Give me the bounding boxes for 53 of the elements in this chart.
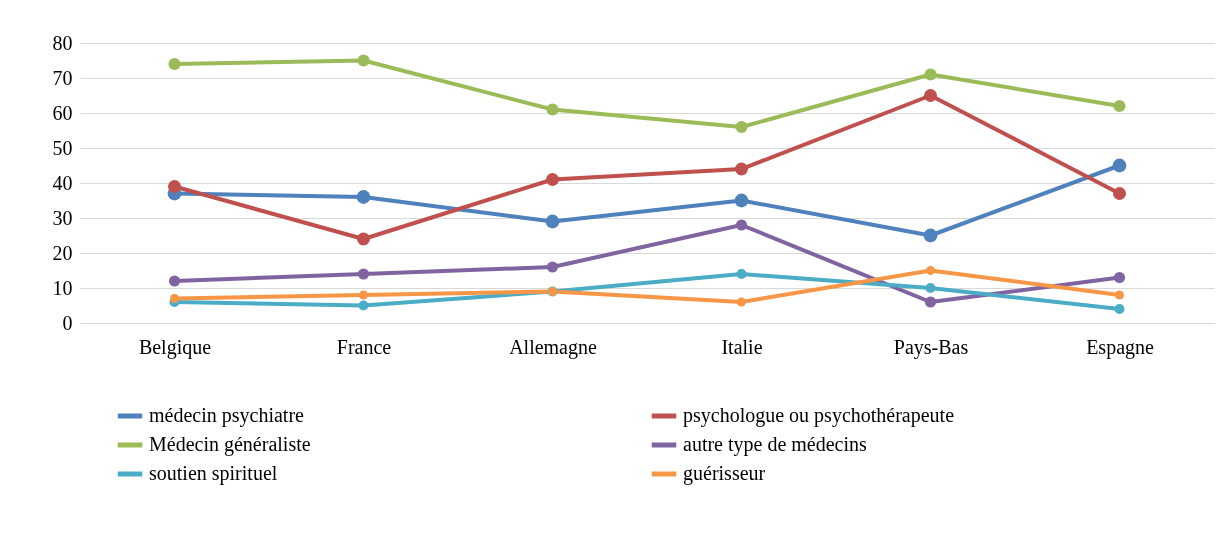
y-tick-label: 70 (52, 66, 73, 89)
point (168, 57, 181, 71)
x-tick-label: Italie (721, 335, 763, 358)
y-tick-label: 10 (52, 276, 73, 299)
y-tick-label: 40 (52, 171, 73, 194)
y-tick-label: 20 (52, 241, 73, 264)
point (737, 297, 746, 307)
point (1114, 303, 1125, 315)
point (735, 162, 748, 176)
point (168, 275, 181, 287)
point (736, 268, 747, 280)
point (734, 193, 749, 208)
point (546, 103, 559, 116)
legend-label: autre type de médecins (683, 433, 868, 456)
legend-label: soutien spirituel (149, 462, 278, 485)
x-tick-label: Belgique (138, 335, 212, 359)
point (358, 300, 369, 311)
point (359, 290, 368, 300)
point (924, 89, 937, 102)
y-tick-label: 50 (52, 136, 73, 159)
point (925, 282, 936, 294)
y-tick-label: 80 (52, 31, 73, 54)
point (546, 261, 559, 273)
legend-label: guérisseur (683, 462, 766, 485)
legend-label: psychologue ou psychothérapeute (683, 404, 955, 427)
point (170, 294, 179, 303)
x-tick-label: France (336, 335, 392, 358)
point (926, 266, 935, 275)
point (1112, 158, 1127, 173)
point (735, 120, 748, 134)
point (924, 296, 937, 308)
point (924, 68, 937, 81)
legend-label: Médecin généraliste (149, 433, 311, 456)
point (357, 54, 370, 67)
y-tick-label: 60 (52, 101, 73, 124)
x-tick-label: Allemagne (509, 335, 597, 359)
point (168, 180, 181, 193)
point (923, 228, 938, 243)
point (356, 190, 371, 204)
y-tick-label: 0 (62, 311, 73, 334)
point (357, 268, 370, 280)
point (546, 173, 559, 186)
point (545, 214, 560, 229)
point (735, 219, 748, 231)
point (1113, 271, 1126, 284)
point (1115, 290, 1124, 300)
legend-label: médecin psychiatre (149, 404, 305, 427)
point (1113, 99, 1126, 113)
x-tick-label: Pays-Bas (893, 335, 969, 359)
x-tick-label: Espagne (1086, 335, 1154, 359)
y-tick-label: 30 (52, 206, 73, 229)
point (1113, 187, 1126, 200)
point (357, 232, 370, 246)
